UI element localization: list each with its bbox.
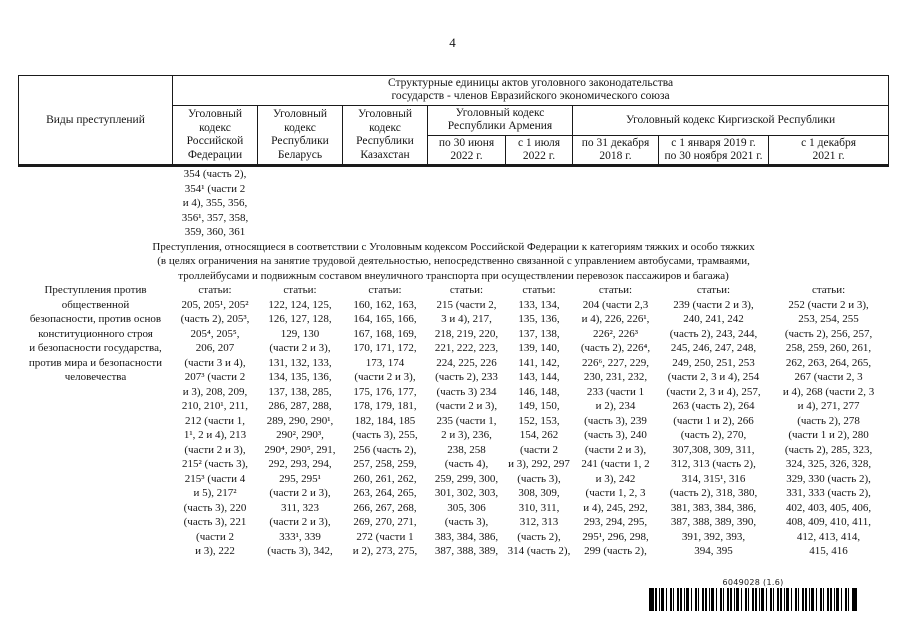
articles-am-period-2: статьи: 133, 134, 135, 136, 137, 138, 13…: [507, 284, 571, 558]
header-span-title: Структурные единицы актов уголовного зак…: [171, 75, 890, 106]
articles-am-period-1: статьи: 215 (части 2, 3 и 4), 217, 218, …: [434, 284, 499, 558]
header-code-am: Уголовный кодекс Республики Армения: [427, 104, 573, 136]
table-header: Виды преступлений Структурные единицы ак…: [18, 74, 890, 167]
crime-type-label: Преступления против общественной безопас…: [28, 284, 163, 384]
articles-by: статьи: 122, 124, 125, 126, 127, 128, 12…: [264, 284, 336, 558]
barcode-bars-image: [649, 588, 857, 611]
header-am-period-2: с 1 июля 2022 г.: [505, 134, 573, 167]
barcode: 6049028 (1.6): [649, 578, 857, 611]
crime-category-row: Преступления против общественной безопас…: [19, 283, 889, 559]
articles-kg-period-2: статьи: 239 (части 2 и 3), 240, 241, 242…: [666, 284, 761, 558]
articles-kg-period-1: статьи: 204 (части 2,3 и 4), 226, 226¹, …: [580, 284, 651, 558]
section-heading-row: Преступления, относящиеся в соответствии…: [19, 240, 889, 284]
articles-kz: статьи: 160, 162, 163, 164, 165, 166, 16…: [352, 284, 418, 558]
page-number: 4: [449, 35, 456, 50]
section-heading: Преступления, относящиеся в соответствии…: [152, 240, 755, 282]
header-code-by: Уголовный кодекс Республики Беларусь: [257, 104, 343, 167]
header-kg-period-2: с 1 января 2019 г. по 30 ноября 2021 г.: [658, 134, 769, 167]
continuation-articles-rf: 354 (часть 2), 354¹ (части 2 и 4), 355, …: [181, 168, 249, 239]
articles-rf: статьи: 205, 205¹, 205² (часть 2), 205³,…: [180, 284, 250, 558]
header-code-kz: Уголовный кодекс Республики Казахстан: [342, 104, 428, 167]
table-body: 354 (часть 2), 354¹ (части 2 и 4), 355, …: [19, 166, 889, 559]
header-code-kg: Уголовный кодекс Киргизской Республики: [571, 104, 890, 136]
header-kg-period-3: с 1 декабря 2021 г.: [767, 134, 890, 167]
header-code-rf: Уголовный кодекс Российской Федерации: [172, 104, 258, 167]
header-am-period-1: по 30 июня 2022 г.: [427, 134, 506, 167]
crimes-table: Виды преступлений Структурные единицы ак…: [18, 74, 890, 559]
header-crime-types: Виды преступлений: [18, 74, 173, 167]
articles-kg-period-3: статьи: 252 (части 2 и 3), 253, 254, 255…: [782, 284, 875, 558]
header-kg-period-1: по 31 декабря 2018 г.: [572, 134, 659, 167]
continuation-row: 354 (часть 2), 354¹ (части 2 и 4), 355, …: [19, 166, 889, 240]
barcode-label: 6049028 (1.6): [722, 578, 784, 587]
